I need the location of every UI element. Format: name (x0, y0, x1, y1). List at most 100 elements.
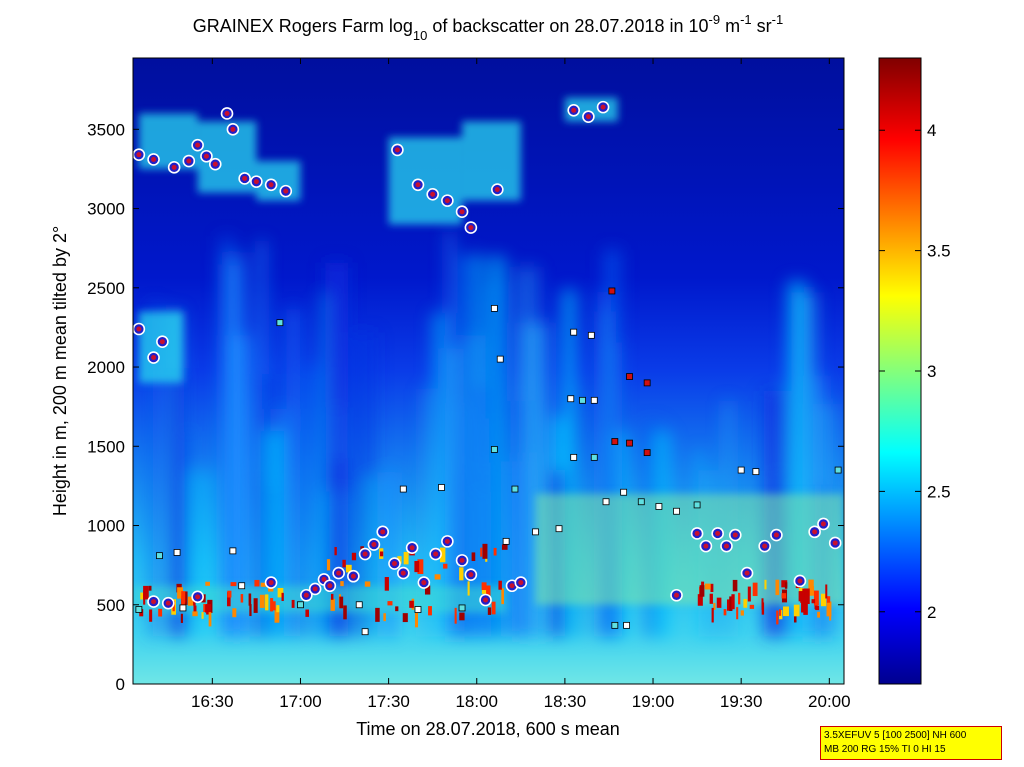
y-axis-label: Height in m, 200 m mean tilted by 2° (50, 226, 70, 516)
high-backscatter-pixel (334, 547, 337, 556)
colorbar-tick-label: 3 (927, 362, 936, 381)
high-backscatter-pixel (339, 596, 344, 609)
layer-marker (643, 379, 651, 387)
high-backscatter-pixel (240, 594, 244, 603)
layer-marker (490, 446, 498, 453)
layer-marker (458, 604, 466, 612)
cloud-marker-core (171, 164, 177, 170)
high-backscatter-pixel (704, 583, 711, 590)
high-backscatter-pixel (443, 563, 448, 569)
backscatter-streak (150, 303, 160, 637)
cloud-marker-core (415, 182, 421, 188)
high-backscatter-pixel (501, 544, 508, 550)
cloud-marker-core (195, 594, 201, 600)
cloud-marker-core (303, 592, 309, 598)
layer-marker (655, 503, 663, 510)
high-backscatter-pixel (384, 577, 389, 591)
layer-marker (587, 331, 595, 339)
cloud-marker-core (674, 592, 680, 598)
high-backscatter-pixel (487, 607, 492, 615)
high-backscatter-pixel (776, 610, 779, 625)
layer-marker (511, 485, 519, 493)
y-tick-label: 3000 (87, 200, 125, 219)
high-backscatter-pixel (177, 587, 183, 599)
high-backscatter-pixel (710, 583, 714, 593)
layer-marker (355, 601, 363, 609)
cloud-marker-core (600, 104, 606, 110)
high-backscatter-pixel (379, 551, 384, 557)
layer-marker (590, 453, 598, 461)
high-backscatter-pixel (227, 592, 231, 607)
high-backscatter-pixel (781, 580, 788, 588)
cloud-marker-core (151, 599, 157, 605)
cloud-marker-core (203, 153, 209, 159)
y-axis: 0 500 1000 1500 2000 2500 3000 3500 (87, 120, 844, 694)
colorbar (878, 57, 922, 685)
cloud-marker-core (459, 557, 465, 563)
high-backscatter-pixel (330, 598, 335, 611)
high-backscatter-pixel (761, 602, 765, 615)
cloud-marker-core (518, 580, 524, 586)
y-tick-label: 0 (116, 675, 125, 694)
layer-marker (611, 621, 619, 629)
high-backscatter-pixel (434, 574, 441, 580)
high-backscatter-pixel (467, 581, 470, 596)
cloud-marker-core (444, 198, 450, 204)
high-backscatter-pixel (798, 591, 803, 602)
cloud-marker-core (268, 580, 274, 586)
layer-marker (579, 396, 586, 404)
high-backscatter-pixel (208, 612, 212, 627)
backscatter-streak (368, 477, 375, 637)
y-tick-label: 2500 (87, 279, 125, 298)
plot-area (133, 58, 844, 684)
high-backscatter-pixel (281, 592, 284, 601)
high-backscatter-pixel (276, 605, 280, 613)
x-axis: 16:30 17:00 17:30 18:00 18:30 19:00 19:30 20:00 (191, 58, 851, 711)
high-backscatter-pixel (459, 612, 465, 621)
high-backscatter-pixel (826, 601, 832, 617)
backscatter-streak (477, 385, 490, 637)
high-backscatter-pixel (804, 588, 810, 604)
cloud-marker-core (715, 530, 721, 536)
high-backscatter-pixel (395, 606, 399, 612)
high-backscatter-pixel (697, 594, 703, 606)
high-backscatter-pixel (731, 594, 735, 610)
layer-marker (438, 484, 445, 491)
x-axis-label: Time on 28.07.2018, 600 s mean (356, 719, 620, 739)
high-backscatter-pixel (709, 593, 713, 604)
cloud-marker-core (433, 551, 439, 557)
info-box: 3.5XEFUV 5 [100 2500] NH 600 MB 200 RG 1… (820, 726, 1002, 760)
high-backscatter-pixel (291, 599, 295, 608)
high-backscatter-pixel (248, 593, 252, 606)
high-backscatter-pixel (732, 579, 738, 592)
high-backscatter-pixel (260, 582, 267, 587)
layer-marker (590, 396, 598, 404)
high-backscatter-pixel (140, 592, 144, 600)
high-backscatter-pixel (206, 604, 211, 615)
high-backscatter-pixel (716, 597, 722, 608)
high-backscatter-pixel (149, 609, 153, 622)
x-tick-label: 16:30 (191, 692, 234, 711)
high-backscatter-pixel (471, 552, 476, 562)
chart-title: GRAINEX Rogers Farm log10 of backscatter… (193, 12, 783, 43)
backscatter-streak (420, 388, 432, 637)
cloud-marker-core (483, 597, 489, 603)
high-backscatter-pixel (409, 600, 414, 608)
backscatter-streak (446, 231, 454, 637)
backscatter-streak (601, 311, 611, 637)
high-backscatter-pixel (493, 547, 497, 556)
high-backscatter-pixel (342, 559, 346, 568)
cloud-marker-core (494, 187, 500, 193)
layer-marker (626, 439, 633, 447)
high-backscatter-pixel (201, 612, 204, 619)
high-backscatter-pixel (825, 584, 828, 599)
x-tick-label: 17:30 (367, 692, 410, 711)
cloud-marker-core (409, 545, 415, 551)
layer-marker (496, 355, 504, 363)
y-tick-label: 500 (97, 596, 125, 615)
high-backscatter-pixel (802, 588, 805, 601)
boundary-layer-band (535, 493, 844, 605)
cloud-marker-core (312, 586, 318, 592)
x-tick-label: 18:00 (455, 692, 498, 711)
high-backscatter-pixel (227, 590, 232, 598)
